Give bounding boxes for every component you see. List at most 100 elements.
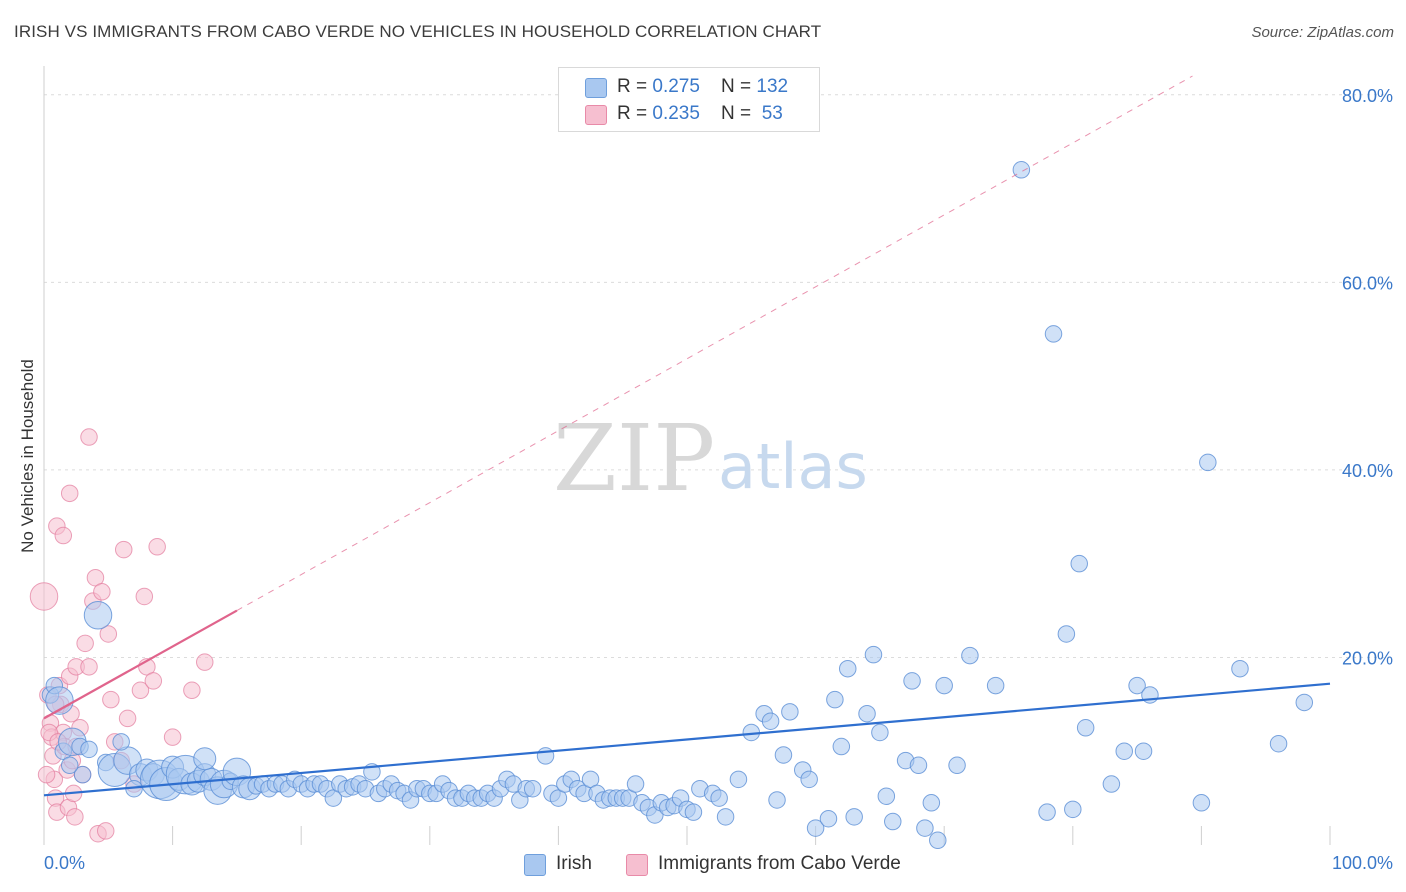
cabo-verde-point (144, 672, 163, 690)
cabo-verde-point (96, 822, 115, 840)
legend-n-value: 132 (756, 76, 789, 97)
cabo-verde-point (66, 808, 84, 826)
irish-point (626, 775, 645, 793)
irish-point (819, 809, 838, 828)
irish-point (916, 819, 934, 837)
irish-point (1199, 453, 1217, 472)
legend-swatch-irish (585, 78, 607, 98)
watermark-zip: ZIP (553, 405, 715, 512)
irish-point (45, 686, 74, 715)
cabo-verde-point (76, 634, 94, 653)
correlation-legend: R = 0.275 N = 132 R = 0.235 N = 53 (558, 67, 820, 132)
bottom-legend-label-irish: Irish (556, 853, 592, 874)
irish-point (935, 676, 953, 695)
chart-title: IRISH VS IMMIGRANTS FROM CABO VERDE NO V… (14, 22, 822, 41)
y-tick-label: 20.0% (1342, 648, 1393, 668)
irish-point (112, 733, 130, 751)
legend-n-label: N = (721, 76, 757, 97)
cabo-verde-point (131, 681, 150, 700)
legend-swatch-cabo-verde (585, 105, 607, 125)
cabo-verde-point (29, 582, 59, 611)
irish-point (1038, 803, 1056, 821)
cabo-verde-point (54, 526, 73, 545)
irish-point (903, 672, 921, 690)
x-tick-label: 0.0% (44, 853, 85, 873)
irish-point (1044, 325, 1063, 343)
series-irish (41, 161, 1314, 850)
irish-point (1128, 676, 1146, 695)
y-tick-label: 60.0% (1342, 273, 1393, 293)
irish-point (193, 747, 217, 771)
irish-point (871, 723, 889, 742)
irish-point (83, 600, 113, 630)
cabo-verde-point (118, 709, 137, 728)
irish-point (1134, 742, 1153, 760)
y-tick-label: 40.0% (1342, 461, 1393, 481)
irish-point (839, 659, 857, 678)
cabo-verde-trend-extension (236, 75, 1193, 611)
irish-point (716, 808, 735, 826)
irish-point (929, 831, 947, 850)
legend-text-cabo-verde: R = 0.235 N = 53 (617, 103, 783, 125)
cabo-verde-point (163, 728, 182, 746)
irish-point (536, 747, 555, 765)
bottom-legend-swatch-irish (524, 854, 546, 876)
cabo-verde-trend-line (43, 609, 238, 720)
irish-trend-line (43, 682, 1331, 797)
cabo-verde-point (80, 658, 98, 676)
irish-point (1076, 719, 1095, 737)
cabo-verde-point (99, 625, 118, 643)
irish-point (73, 765, 92, 784)
watermark: ZIP atlas (553, 405, 868, 512)
irish-point (1115, 742, 1133, 760)
legend-text-irish: R = 0.275 N = 132 (617, 76, 788, 98)
legend-n-label: N = (721, 103, 757, 124)
irish-point (1012, 161, 1031, 179)
irish-point (1102, 775, 1121, 793)
irish-point (961, 646, 979, 665)
irish-point (948, 756, 966, 775)
trend-lines (43, 75, 1331, 797)
irish-point (884, 812, 902, 831)
irish-point (1064, 800, 1082, 819)
irish-point (1070, 554, 1088, 573)
irish-point (986, 676, 1005, 695)
irish-point (710, 789, 728, 807)
irish-point (80, 740, 98, 759)
legend-n-value: 53 (756, 103, 783, 124)
irish-point (832, 737, 851, 756)
legend-r-value: 0.275 (652, 76, 700, 97)
cabo-verde-point (114, 540, 133, 559)
irish-point (729, 770, 748, 789)
irish-point (909, 756, 928, 775)
bottom-legend-label-cabo-verde: Immigrants from Cabo Verde (658, 853, 901, 874)
cabo-verde-point (183, 681, 201, 700)
legend-r-label: R = (617, 76, 653, 97)
irish-point (806, 819, 825, 837)
legend-r-value: 0.235 (652, 103, 700, 124)
irish-point (781, 703, 799, 721)
irish-point (826, 690, 844, 709)
watermark-atlas: atlas (718, 430, 868, 503)
irish-point (922, 794, 941, 812)
cabo-verde-point (37, 765, 56, 784)
cabo-verde-point (196, 653, 214, 671)
irish-point (1231, 659, 1249, 678)
y-tick-label: 80.0% (1342, 86, 1393, 106)
irish-point (845, 808, 863, 826)
irish-point (864, 645, 883, 664)
irish-point (774, 746, 793, 764)
cabo-verde-point (148, 538, 166, 556)
irish-point (800, 770, 818, 789)
irish-point (1295, 693, 1314, 712)
cabo-verde-point (102, 690, 120, 709)
cabo-verde-point (135, 587, 154, 606)
bottom-legend-swatch-cabo-verde (626, 854, 648, 876)
irish-point (1057, 625, 1076, 643)
irish-point (60, 756, 79, 775)
cabo-verde-point (93, 583, 111, 601)
irish-point (523, 779, 542, 798)
cabo-verde-point (60, 484, 79, 503)
grid-lines (44, 94, 1395, 658)
